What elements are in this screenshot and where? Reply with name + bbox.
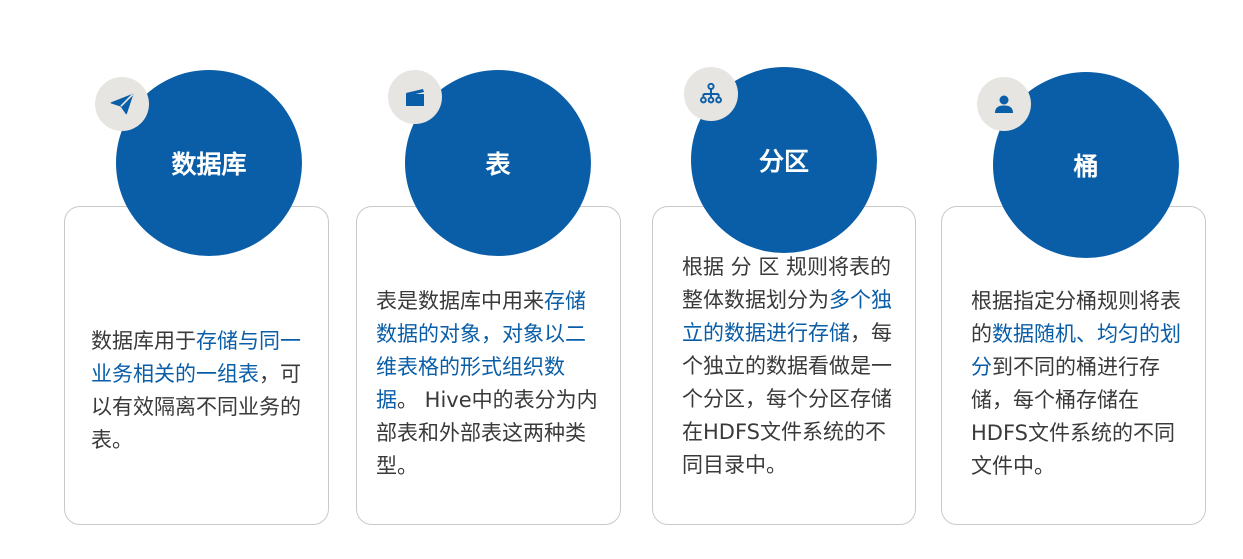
card-partition [652, 206, 916, 525]
card-table [356, 206, 621, 525]
desc-database: 数据库用于存储与同一业务相关的一组表，可以有效隔离不同业务的表。 [91, 329, 301, 452]
paper-plane-icon [95, 77, 149, 131]
desc-bucket: 根据指定分桶规则将表的数据随机、均匀的划分到不同的桶进行存储，每个桶存储在HDF… [971, 289, 1181, 478]
title-bucket: 桶 [1073, 152, 1099, 181]
clapperboard-icon [388, 70, 442, 124]
sitemap-icon [684, 67, 738, 121]
title-database: 数据库 [171, 150, 247, 179]
desc-partition: 根据 分 区 规则将表的整体数据划分为多个独立的数据进行存储，每个独立的数据看做… [682, 255, 892, 477]
title-partition: 分区 [758, 147, 809, 176]
title-table: 表 [485, 150, 511, 179]
card-bucket [941, 206, 1206, 525]
card-database [64, 206, 329, 525]
user-icon [977, 77, 1031, 131]
desc-table: 表是数据库中用来存储数据的对象，对象以二维表格的形式组织数据。 Hive中的表分… [376, 289, 598, 478]
